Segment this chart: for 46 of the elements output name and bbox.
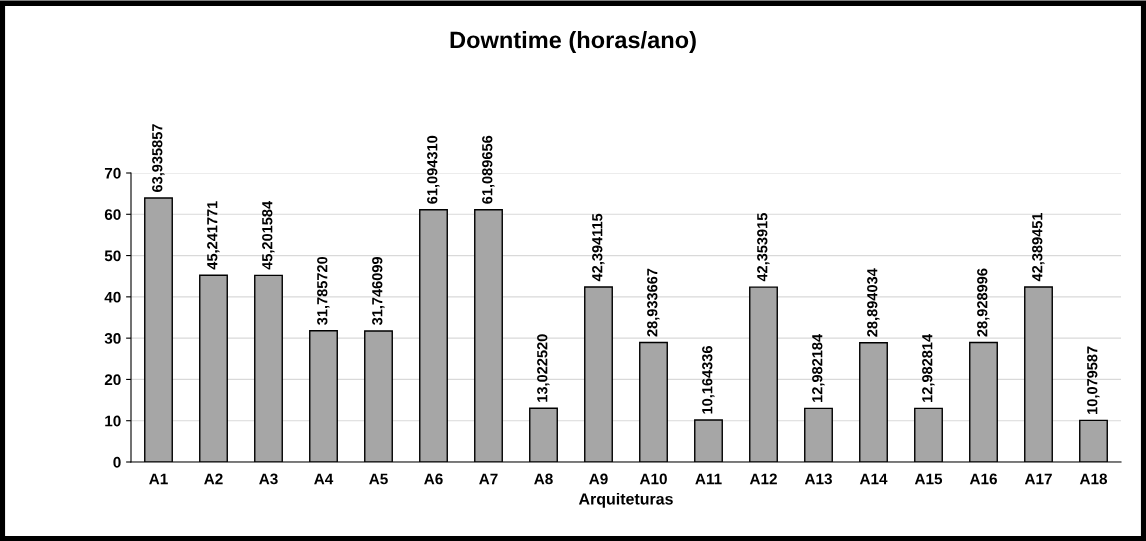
y-tick-label: 30: [104, 333, 121, 344]
x-tick-label: A8: [534, 473, 553, 485]
x-axis-title: Arquiteturas: [578, 492, 673, 508]
x-tick-label: A5: [369, 473, 388, 485]
x-tick-label: A13: [804, 473, 832, 485]
data-label: 10,164336: [702, 346, 715, 414]
data-label: 28,894034: [867, 268, 880, 337]
x-tick-label: A6: [424, 473, 443, 485]
data-label: 42,353915: [757, 213, 770, 282]
data-label: 12,982184: [812, 333, 825, 402]
y-tick-label: 40: [104, 291, 121, 303]
y-tick-label: 0: [113, 456, 121, 468]
data-label: 12,982814: [922, 333, 935, 402]
data-label: 28,933667: [647, 268, 660, 337]
data-label: 45,201584: [262, 200, 275, 270]
x-tick-label: A15: [914, 473, 943, 485]
y-tick-label: 60: [104, 209, 121, 220]
y-tick-label: 50: [104, 250, 121, 262]
data-label: 61,094310: [427, 135, 440, 204]
x-tick-label: A10: [639, 473, 667, 485]
data-label: 31,785720: [317, 256, 330, 325]
x-tick-label: A3: [259, 473, 278, 485]
x-tick-label: A14: [859, 473, 888, 485]
x-tick-label: A7: [479, 473, 498, 485]
data-label: 42,389451: [1032, 212, 1045, 282]
data-label: 45,241771: [207, 201, 220, 270]
data-label: 42,394115: [592, 213, 605, 282]
y-tick-label: 70: [104, 167, 121, 179]
data-label: 61,089656: [482, 135, 495, 204]
x-tick-label: A16: [969, 473, 997, 485]
chart-title: Downtime (horas/ano): [450, 31, 696, 53]
data-label: 31,746099: [372, 256, 385, 326]
data-label: 13,022520: [537, 334, 550, 402]
x-tick-label: A17: [1024, 473, 1052, 485]
x-tick-label: A4: [314, 473, 334, 485]
x-tick-label: A1: [149, 473, 168, 485]
data-label: 63,935857: [152, 124, 165, 192]
data-label: 10,079587: [1087, 346, 1100, 414]
x-tick-label: A9: [589, 473, 608, 485]
x-tick-label: A2: [204, 473, 223, 485]
x-tick-label: A11: [695, 473, 722, 485]
x-tick-label: A18: [1079, 473, 1108, 485]
y-tick-label: 20: [104, 374, 121, 386]
y-tick-label: 10: [105, 415, 121, 427]
data-label: 28,928996: [977, 268, 990, 337]
x-tick-label: A12: [749, 473, 777, 485]
